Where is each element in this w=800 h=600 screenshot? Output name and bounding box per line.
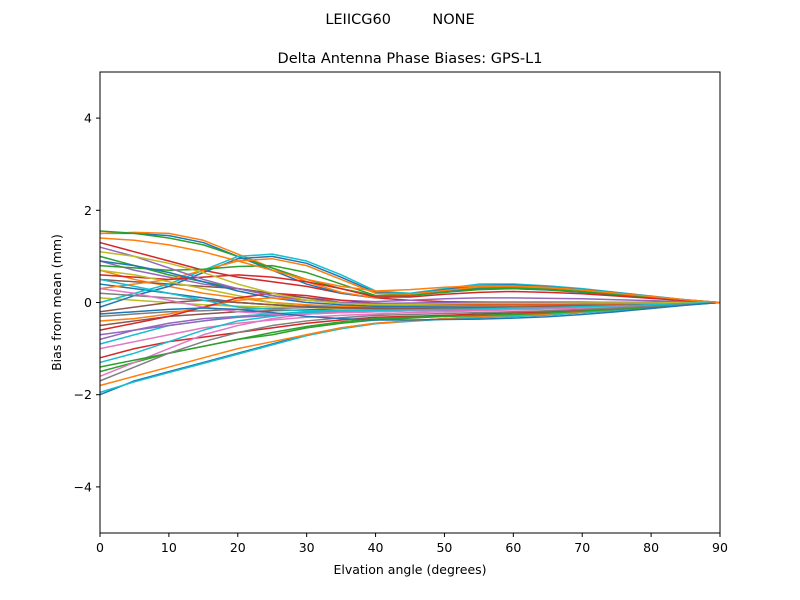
x-tick-label: 60 (505, 540, 521, 555)
y-tick-label: −4 (74, 479, 92, 494)
series-line-32 (99, 301, 721, 368)
series-line-41 (99, 237, 721, 304)
series-line-40 (99, 301, 721, 321)
x-tick-label: 70 (574, 540, 590, 555)
x-tick-label: 0 (96, 540, 104, 555)
y-tick-label: 0 (84, 295, 92, 310)
x-tick-label: 40 (368, 540, 384, 555)
chart-title: Delta Antenna Phase Biases: GPS-L1 (278, 51, 543, 67)
x-tick-label: 80 (643, 540, 659, 555)
y-axis: −4 −2 0 2 4 (74, 111, 100, 494)
chart-suptitle: LEIICG60 NONE (325, 12, 474, 28)
x-axis: 0 10 20 30 40 50 60 70 80 90 (96, 533, 728, 555)
x-tick-label: 50 (436, 540, 452, 555)
series-layer (99, 230, 721, 396)
series-line-23 (99, 264, 721, 304)
x-tick-label: 10 (161, 540, 177, 555)
y-tick-label: −2 (74, 387, 92, 402)
x-tick-label: 30 (299, 540, 315, 555)
x-tick-label: 90 (712, 540, 728, 555)
series-line-38 (99, 301, 721, 382)
series-line-37 (99, 251, 720, 306)
y-tick-label: 2 (84, 203, 92, 218)
series-line-15 (99, 260, 721, 304)
series-line-39 (99, 278, 721, 312)
y-tick-label: 4 (84, 111, 92, 126)
y-axis-label: Bias from mean (mm) (49, 234, 64, 371)
series-line-24 (99, 274, 721, 304)
x-axis-label: Elvation angle (degrees) (333, 562, 486, 577)
x-tick-label: 20 (230, 540, 246, 555)
